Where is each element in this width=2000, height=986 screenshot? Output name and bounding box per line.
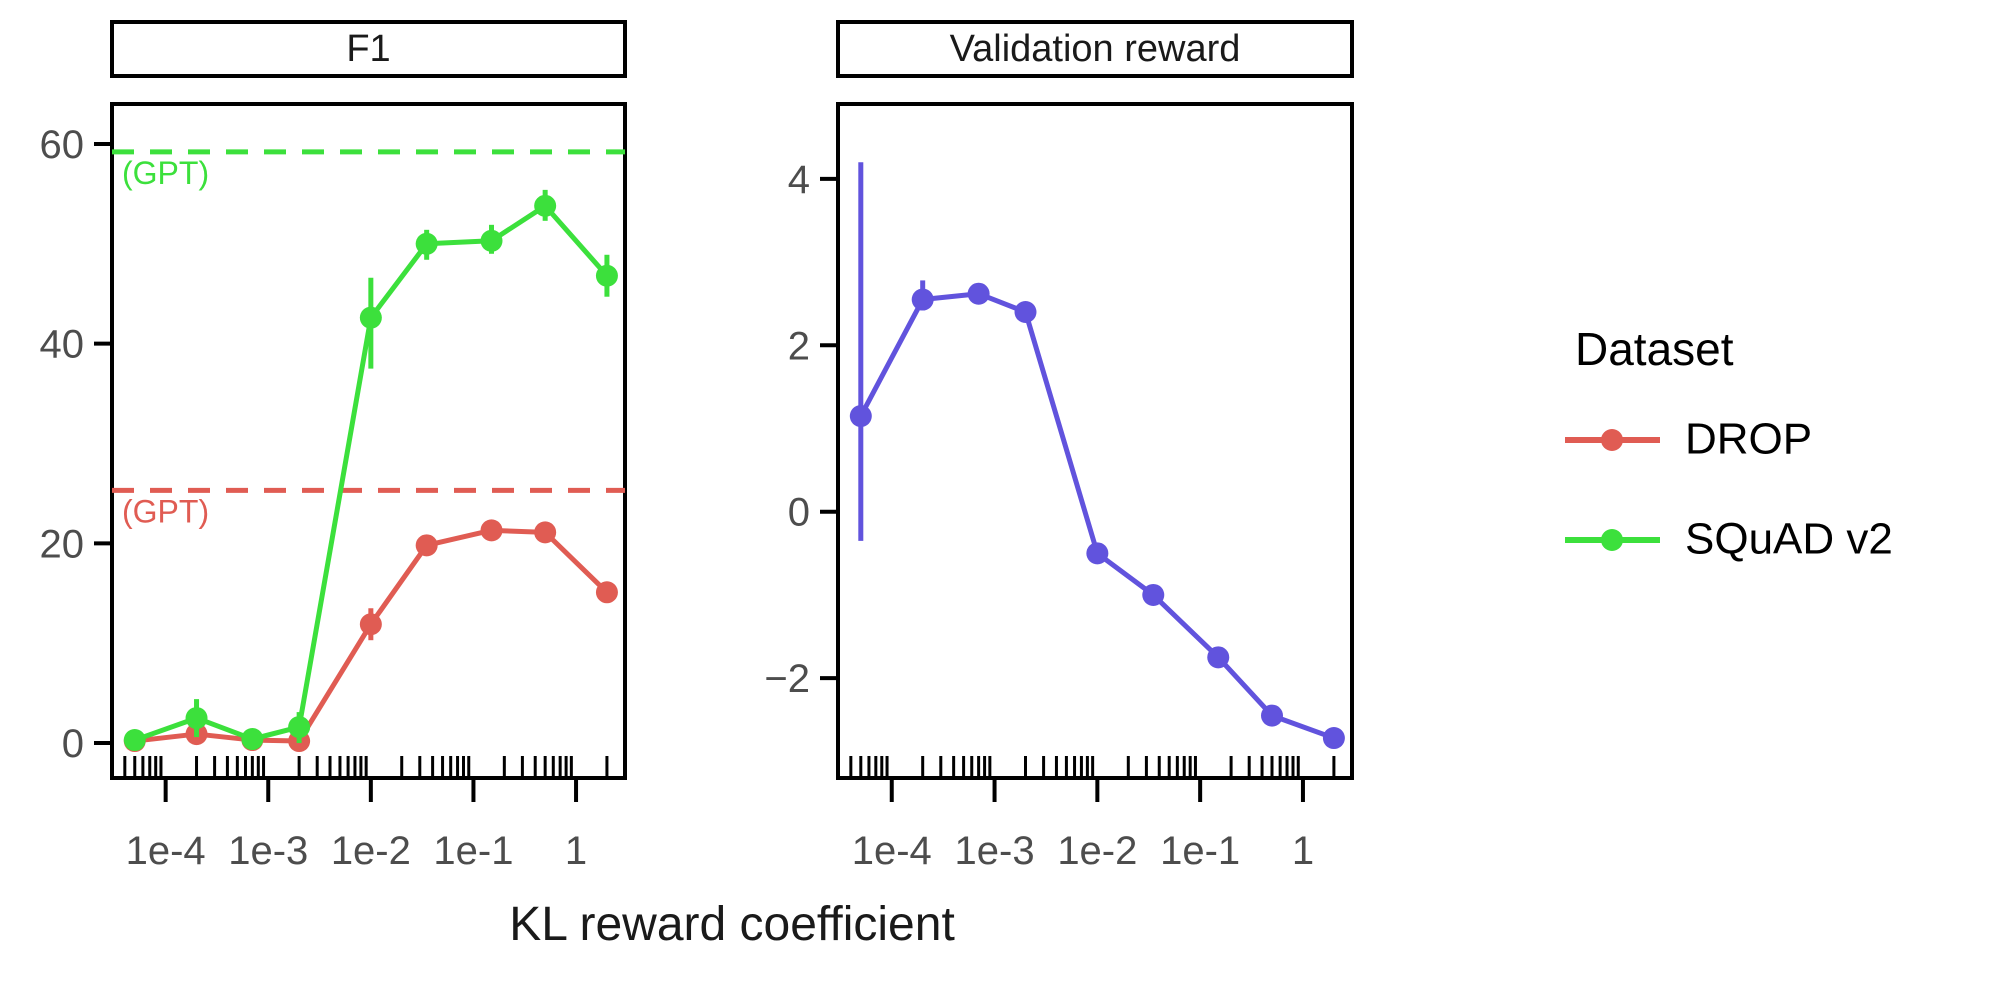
- data-point-1-3: [288, 716, 311, 739]
- data-point-0-2: [967, 282, 990, 305]
- strip-box-right: [836, 20, 1354, 78]
- x-tick-label-left-2: 1e-2: [331, 829, 411, 873]
- strip-title-left: F1: [346, 28, 390, 70]
- legend-item-squad-v2[interactable]: SQuAD v2: [1565, 515, 1893, 564]
- data-point-0-5: [1142, 583, 1165, 606]
- series-squad-v2: [123, 189, 618, 752]
- x-tick-label-right-3: 1e-1: [1160, 829, 1240, 873]
- legend: Dataset DROP SQuAD v2: [1565, 323, 1893, 564]
- data-point-0-8: [595, 581, 618, 604]
- x-tick-label-right-4: 1: [1292, 829, 1314, 873]
- y-tick-label-right-2: 2: [788, 324, 810, 368]
- x-tick-label-left-3: 1e-1: [433, 829, 513, 873]
- data-point-1-5: [415, 232, 438, 255]
- data-point-0-7: [1261, 704, 1284, 727]
- reference-line-label-0: (GPT): [122, 155, 209, 191]
- y-tick-label-right-0: −2: [764, 657, 810, 701]
- legend-title-text: Dataset: [1575, 323, 1734, 375]
- data-point-1-0: [123, 729, 146, 752]
- data-point-1-4: [359, 306, 382, 329]
- reference-line-label-1: (GPT): [122, 493, 209, 529]
- data-point-0-4: [359, 613, 382, 636]
- data-point-1-7: [534, 194, 557, 217]
- y-tick-label-left-2: 40: [40, 323, 85, 367]
- strip-box-left: [110, 20, 627, 78]
- data-point-0-0: [849, 405, 872, 428]
- data-point-0-6: [480, 519, 503, 542]
- data-point-0-6: [1207, 646, 1230, 669]
- y-tick-label-right-1: 0: [788, 491, 810, 535]
- panel-right: Validation reward −2 0 2 4 1e-4 1e-3 1e-2 1e-1 1: [764, 20, 1354, 873]
- x-tick-label-left-4: 1: [565, 829, 587, 873]
- y-tick-label-left-1: 20: [40, 522, 85, 566]
- panel-left: F1 0 20 40 60 1e-4 1e-3 1e-2 1e-1 1 (GPT) (GPT): [40, 20, 627, 873]
- legend-item-label-1: SQuAD v2: [1685, 515, 1893, 564]
- strip-title-right: Validation reward: [950, 28, 1241, 70]
- x-tick-label-left-0: 1e-4: [126, 829, 206, 873]
- data-point-0-3: [1014, 301, 1037, 324]
- data-point-0-5: [415, 534, 438, 557]
- legend-item-label-0: DROP: [1685, 415, 1812, 464]
- data-point-0-1: [911, 288, 934, 311]
- x-tick-label-right-1: 1e-3: [955, 829, 1035, 873]
- x-tick-label-right-0: 1e-4: [852, 829, 932, 873]
- data-point-0-8: [1322, 727, 1345, 750]
- x-axis-title-text: KL reward coefficient: [509, 898, 955, 951]
- data-point-1-6: [480, 229, 503, 252]
- x-tick-label-left-1: 1e-3: [228, 829, 308, 873]
- y-tick-label-left-0: 0: [62, 722, 84, 766]
- data-point-1-8: [595, 264, 618, 287]
- panel-border-left: [110, 102, 627, 780]
- series-line-0: [858, 291, 1337, 741]
- legend-item-drop[interactable]: DROP: [1565, 415, 1812, 464]
- y-tick-label-left-3: 60: [40, 123, 85, 167]
- data-point-1-1: [185, 707, 208, 730]
- y-tick-label-right-3: 4: [788, 158, 810, 202]
- legend-key-point-0: [1601, 429, 1623, 451]
- legend-key-point-1: [1601, 529, 1623, 551]
- data-point-0-4: [1086, 542, 1109, 565]
- x-tick-label-right-2: 1e-2: [1057, 829, 1137, 873]
- series-validation-reward: [849, 162, 1345, 750]
- data-point-1-2: [241, 728, 264, 751]
- data-point-0-7: [534, 521, 557, 544]
- panel-border-right: [836, 102, 1354, 780]
